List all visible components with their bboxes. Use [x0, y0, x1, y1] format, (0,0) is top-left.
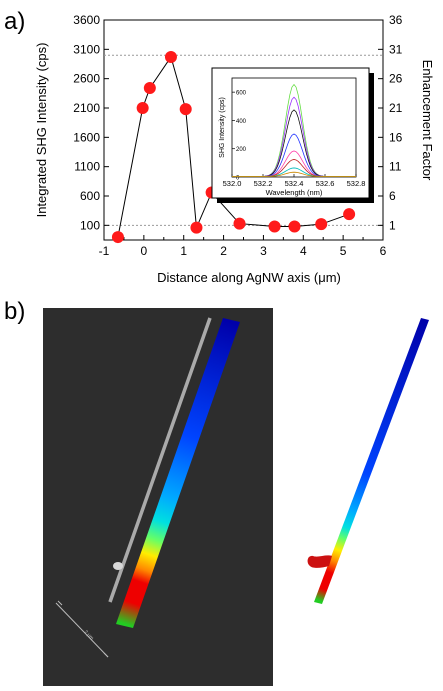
simulated-particle — [307, 555, 332, 568]
y2-tick-label: 11 — [389, 160, 402, 174]
y-tick-label: 2100 — [73, 101, 100, 115]
data-point — [288, 220, 301, 233]
y-axis-label: Integrated SHG Intensity (cps) — [34, 43, 49, 218]
inset-y-tick-label: 200 — [236, 147, 247, 153]
inset-x-tick-label: 532.0 — [223, 179, 242, 188]
data-point — [179, 103, 192, 116]
data-point — [233, 217, 246, 230]
y2-tick-label: 31 — [389, 42, 403, 56]
x-tick-label: 4 — [300, 244, 307, 258]
y-tick-label: 1600 — [73, 130, 100, 144]
data-point — [143, 82, 156, 95]
x-tick-label: 0 — [141, 244, 148, 258]
y2-tick-label: 36 — [389, 13, 403, 27]
panel-b-label: b) — [4, 298, 26, 325]
main-chart: Integrated SHG Intensity (cps) Enhanceme… — [34, 13, 435, 285]
data-point — [343, 208, 356, 221]
nanoparticle — [113, 562, 123, 570]
data-point — [111, 231, 124, 244]
inset-y-tick-label: 0 — [236, 176, 240, 182]
y-tick-label: 3600 — [73, 13, 100, 27]
data-point — [190, 221, 203, 234]
main-plot-area: -1 0 1 2 3 4 5 61006001100160021002600310036001… — [73, 13, 402, 258]
inset-y-axis-label: SHG Intensity (cps) — [219, 97, 226, 158]
data-point — [315, 218, 328, 231]
sem-image-background — [43, 308, 273, 686]
y-tick-label: 3100 — [73, 42, 100, 56]
nanowire-image: 2 μm — [43, 308, 429, 686]
y-tick-label: 1100 — [74, 160, 100, 174]
x-tick-label: 6 — [380, 244, 387, 258]
y2-axis-label: Enhancement Factor — [420, 60, 435, 181]
inset-x-axis-label: Wavelength (nm) — [266, 188, 323, 197]
y-tick-label: 600 — [80, 189, 100, 203]
y-tick-label: 100 — [80, 218, 100, 232]
x-tick-label: 3 — [260, 244, 267, 258]
data-point — [136, 102, 149, 114]
simulated-nanowire — [314, 318, 429, 604]
x-tick-label: 1 — [180, 244, 187, 258]
inset-y-tick-label: 400 — [236, 119, 247, 125]
inset-y-tick-label: 600 — [236, 91, 247, 97]
y2-tick-label: 16 — [389, 130, 403, 144]
y2-tick-label: 6 — [389, 189, 396, 203]
x-tick-label: 5 — [340, 244, 347, 258]
inset-spectrum-line — [232, 171, 356, 177]
y2-tick-label: 26 — [389, 72, 403, 86]
data-point — [164, 50, 177, 63]
inset-chart: 532.0 532.2 532.4 532.6 532.8 0 200 400 600 Wavel… — [211, 67, 374, 203]
data-point — [268, 220, 281, 233]
inset-x-tick-label: 532.8 — [347, 179, 366, 188]
panel-a-label: a) — [4, 8, 26, 35]
inset-x-tick-label: 532.6 — [316, 179, 335, 188]
inset-x-tick-label: 532.4 — [285, 179, 304, 188]
y-tick-label: 2600 — [73, 72, 100, 86]
silver-nanowire — [108, 317, 212, 603]
x-axis-label: Distance along AgNW axis (μm) — [157, 270, 341, 285]
x-tick-label: 2 — [220, 244, 227, 258]
inset-x-tick-label: 532.2 — [254, 179, 273, 188]
y2-tick-label: 1 — [389, 218, 396, 232]
x-tick-label: -1 — [99, 244, 110, 258]
shg-heatmap-strip — [116, 318, 240, 628]
y2-tick-label: 21 — [389, 101, 403, 115]
